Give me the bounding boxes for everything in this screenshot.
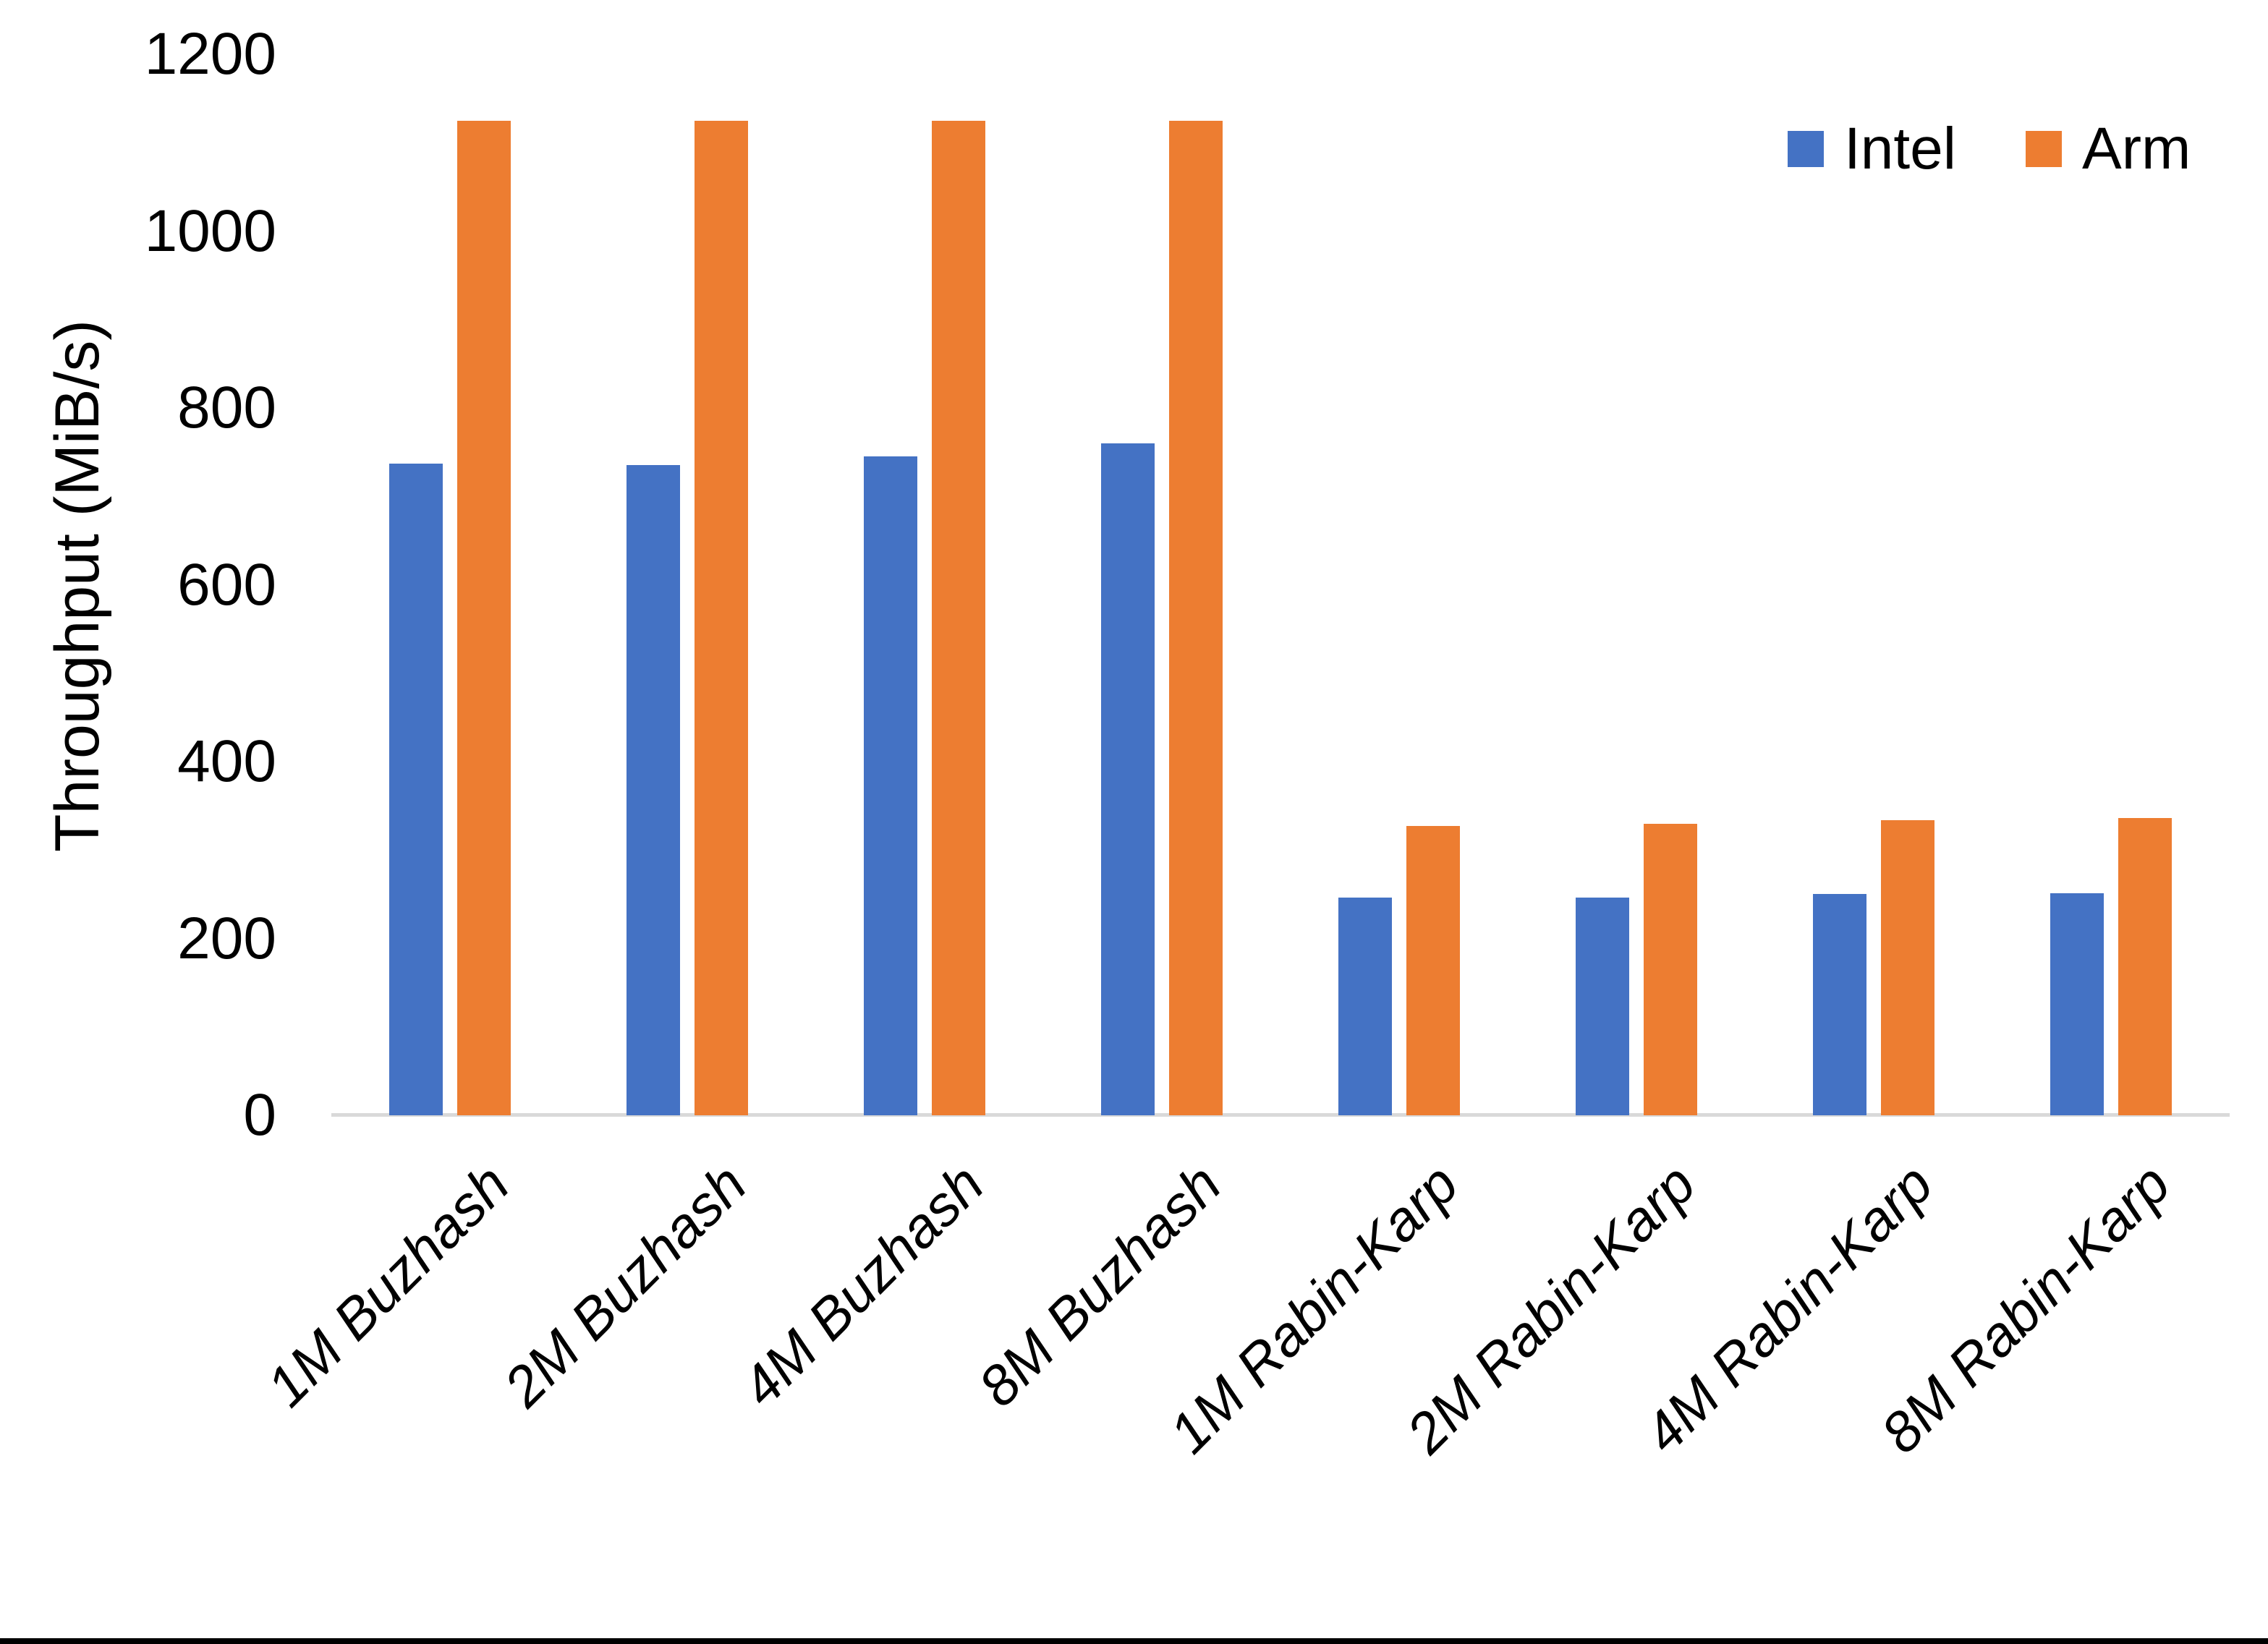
bar-arm-2m-buzhash bbox=[695, 121, 748, 1115]
x-axis-label-1m-buzhash: 1M Buzhash bbox=[254, 1151, 522, 1419]
y-tick-label-800: 800 bbox=[177, 375, 276, 440]
legend-item-arm: Arm bbox=[2026, 113, 2191, 185]
y-tick-label-200: 200 bbox=[177, 905, 276, 971]
x-axis-label-4m-buzhash: 4M Buzhash bbox=[729, 1151, 996, 1419]
bar-arm-4m-buzhash bbox=[932, 121, 985, 1115]
bar-arm-1m-rabin-karp bbox=[1406, 826, 1460, 1115]
bottom-border bbox=[0, 1638, 2268, 1644]
bar-arm-1m-buzhash bbox=[457, 121, 511, 1115]
bar-arm-8m-buzhash bbox=[1169, 121, 1223, 1115]
bar-intel-8m-rabin-karp bbox=[2050, 893, 2104, 1115]
legend-item-intel: Intel bbox=[1788, 113, 1956, 185]
bar-intel-1m-buzhash bbox=[389, 464, 443, 1115]
bar-arm-2m-rabin-karp bbox=[1644, 824, 1697, 1115]
bar-intel-8m-buzhash bbox=[1101, 443, 1155, 1115]
y-tick-label-400: 400 bbox=[177, 728, 276, 794]
y-tick-label-600: 600 bbox=[177, 551, 276, 618]
bar-arm-8m-rabin-karp bbox=[2118, 818, 2172, 1115]
y-tick-label-1200: 1200 bbox=[144, 21, 276, 87]
bar-intel-2m-buzhash bbox=[627, 465, 680, 1115]
x-axis-line bbox=[331, 1113, 2230, 1117]
bar-intel-4m-buzhash bbox=[864, 456, 917, 1115]
bar-arm-4m-rabin-karp bbox=[1881, 820, 1934, 1115]
bar-intel-2m-rabin-karp bbox=[1576, 898, 1629, 1115]
legend-label-arm: Arm bbox=[2082, 116, 2191, 182]
legend-swatch-intel bbox=[1788, 131, 1824, 167]
x-axis-label-2m-buzhash: 2M Buzhash bbox=[491, 1151, 759, 1419]
bar-intel-1m-rabin-karp bbox=[1338, 898, 1392, 1115]
y-tick-label-1000: 1000 bbox=[144, 197, 276, 264]
legend-label-intel: Intel bbox=[1844, 116, 1956, 182]
y-tick-label-0: 0 bbox=[243, 1082, 276, 1148]
bar-intel-4m-rabin-karp bbox=[1813, 894, 1866, 1115]
x-axis-label-8m-buzhash: 8M Buzhash bbox=[966, 1151, 1233, 1419]
legend-swatch-arm bbox=[2026, 131, 2062, 167]
